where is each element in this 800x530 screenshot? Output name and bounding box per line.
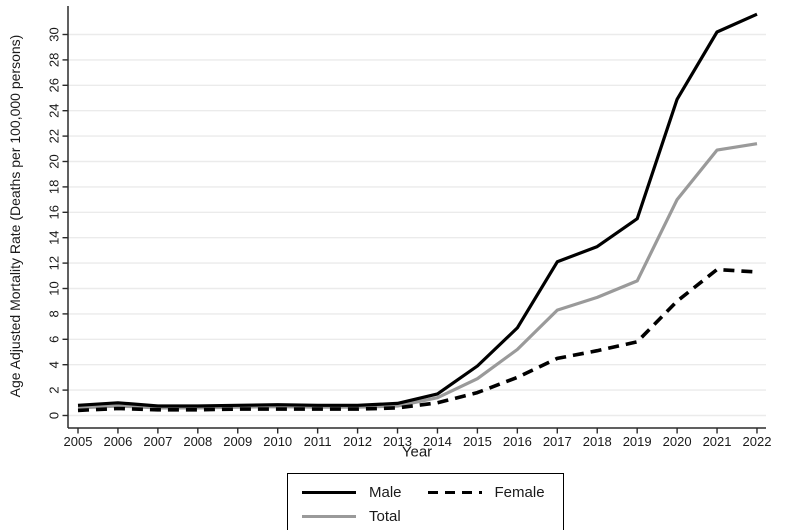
y-tick-label: 6 [47,336,62,343]
y-tick-label: 12 [47,256,62,270]
y-tick-label: 24 [47,103,62,117]
y-tick-label: 0 [47,412,62,419]
y-tick-label: 26 [47,78,62,92]
x-tick-label: 2010 [263,434,292,449]
y-axis-title: Age Adjusted Mortality Rate (Deaths per … [7,34,23,398]
total-line [77,142,758,410]
y-tick-label: 2 [47,386,62,393]
y-tick-label: 4 [47,361,62,368]
legend-label-female: Female [494,484,545,501]
x-tick-label: 2005 [64,434,93,449]
y-tick-label: 28 [47,53,62,67]
legend-item-male: Male [302,484,402,501]
x-tick-label: 2006 [103,434,132,449]
legend-label-male: Male [369,484,402,501]
y-tick-label: 10 [47,281,62,295]
x-tick-label: 2015 [463,434,492,449]
x-tick-label: 2014 [423,434,452,449]
x-tick-label: 2011 [304,434,332,449]
x-tick-label: 2020 [663,434,692,449]
y-tick-label: 30 [47,27,62,41]
x-tick-label: 2019 [623,434,652,449]
legend-label-total: Total [369,508,401,525]
x-tick-label: 2009 [223,434,252,449]
x-tick-label: 2022 [743,434,772,449]
x-tick-label: 2016 [503,434,532,449]
x-tick-label: 2017 [543,434,572,449]
x-tick-label: 2008 [183,434,212,449]
y-tick-label: 18 [47,180,62,194]
y-tick-label: 14 [47,230,62,244]
y-tick-label: 20 [47,154,62,168]
female-dashed-line-sample-icon [427,490,482,495]
x-tick-label: 2007 [143,434,172,449]
total-line-sample-icon [302,514,356,519]
x-tick-label: 2021 [703,434,732,449]
male-line-sample-icon [302,490,356,495]
x-axis-label: Year [401,443,433,461]
x-tick-label: 2018 [583,434,612,449]
female-line [77,267,758,413]
x-tick-label: 2013 [383,434,412,449]
legend-item-total: Total [302,508,402,525]
y-tick-label: 16 [47,205,62,219]
x-tick-label: 2012 [343,434,372,449]
male-line [77,12,758,408]
legend: Male Female Total [287,473,564,530]
legend-item-female: Female [427,484,545,501]
y-tick-label: 22 [47,129,62,143]
y-tick-label: 8 [47,310,62,317]
